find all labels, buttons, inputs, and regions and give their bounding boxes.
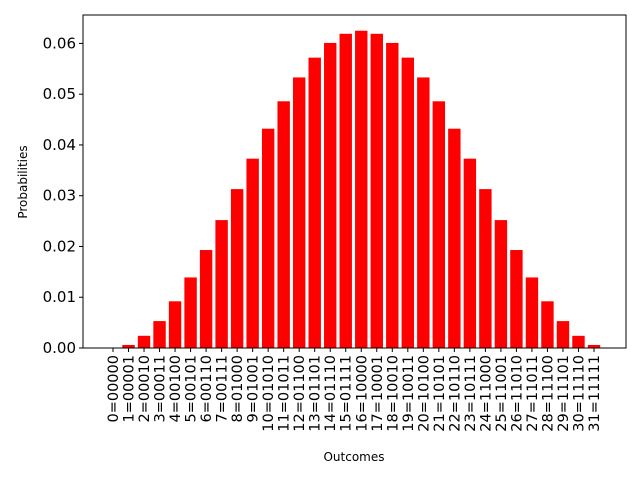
bar xyxy=(386,42,399,348)
x-tick-label: 15=01111 xyxy=(339,355,355,432)
bar xyxy=(479,189,492,348)
x-tick-label: 10=01010 xyxy=(261,355,277,432)
bar xyxy=(417,77,430,348)
bar xyxy=(448,128,461,348)
x-tick-label: 23=10111 xyxy=(463,355,479,432)
x-tick-label: 20=10100 xyxy=(416,355,432,432)
y-tick-label: 0.04 xyxy=(43,136,76,154)
bar xyxy=(525,277,539,348)
x-tick-label: 27=11011 xyxy=(525,355,541,432)
bar xyxy=(137,335,151,348)
bar xyxy=(184,277,197,348)
x-tick-label: 30=11110 xyxy=(571,355,587,432)
x-tick-label: 13=01101 xyxy=(308,355,324,432)
x-tick-label: 22=10110 xyxy=(447,355,463,432)
x-tick-label: 17=10001 xyxy=(370,355,386,432)
bar xyxy=(572,335,585,348)
bar xyxy=(261,128,275,348)
bar xyxy=(324,42,337,348)
x-tick-label: 31=11111 xyxy=(587,355,603,432)
y-tick-label: 0.00 xyxy=(43,339,76,357)
bar xyxy=(510,250,523,348)
x-tick-label: 0=00000 xyxy=(106,355,122,423)
bar xyxy=(292,77,306,348)
x-tick-label: 19=10011 xyxy=(401,355,417,432)
bar xyxy=(432,101,446,348)
bar xyxy=(494,220,508,348)
bar xyxy=(122,344,135,348)
y-tick-label: 0.01 xyxy=(43,288,76,306)
bar xyxy=(587,344,601,348)
x-tick-label: 5=00101 xyxy=(184,355,200,423)
y-tick-label: 0.05 xyxy=(43,85,76,103)
y-tick-label: 0.06 xyxy=(43,34,76,52)
x-axis-label: Outcomes xyxy=(323,450,384,464)
bar xyxy=(463,158,477,348)
bar xyxy=(168,301,182,348)
bar xyxy=(246,158,259,348)
x-tick-label: 11=01011 xyxy=(277,355,293,432)
bar xyxy=(541,301,554,348)
x-tick-label: 7=00111 xyxy=(215,355,231,423)
x-tick-label: 14=01110 xyxy=(323,355,339,432)
bar xyxy=(370,33,383,348)
bar xyxy=(277,101,290,348)
plot-frame xyxy=(82,14,627,349)
bar xyxy=(556,321,570,348)
x-tick-label: 8=01000 xyxy=(230,355,246,423)
x-tick-label: 16=10000 xyxy=(354,355,370,432)
y-axis-label: Probabilities xyxy=(16,145,30,218)
x-tick-label: 18=10010 xyxy=(385,355,401,432)
bar xyxy=(308,57,321,348)
bar xyxy=(339,33,352,348)
y-tick-label: 0.03 xyxy=(43,187,76,205)
bar xyxy=(355,30,368,349)
x-tick-label: 2=00010 xyxy=(137,355,153,423)
x-tick-label: 4=00100 xyxy=(168,355,184,423)
bar xyxy=(230,189,244,348)
y-tick-label: 0.02 xyxy=(43,237,76,255)
x-tick-label: 25=11001 xyxy=(494,355,510,432)
x-tick-label: 21=10101 xyxy=(432,355,448,432)
x-tick-label: 12=01100 xyxy=(292,355,308,432)
bar xyxy=(401,57,415,348)
x-tick-label: 6=00110 xyxy=(199,355,215,423)
bar xyxy=(153,321,166,348)
x-tick-label: 29=11101 xyxy=(556,355,572,432)
bar xyxy=(199,250,213,348)
x-tick-label: 24=11000 xyxy=(478,355,494,432)
x-tick-label: 26=11010 xyxy=(509,355,525,432)
x-tick-label: 28=11100 xyxy=(540,355,556,432)
x-tick-label: 1=00001 xyxy=(122,355,138,423)
bar xyxy=(215,220,228,348)
x-tick-label: 3=00011 xyxy=(153,355,169,423)
x-tick-label: 9=01001 xyxy=(246,355,262,423)
